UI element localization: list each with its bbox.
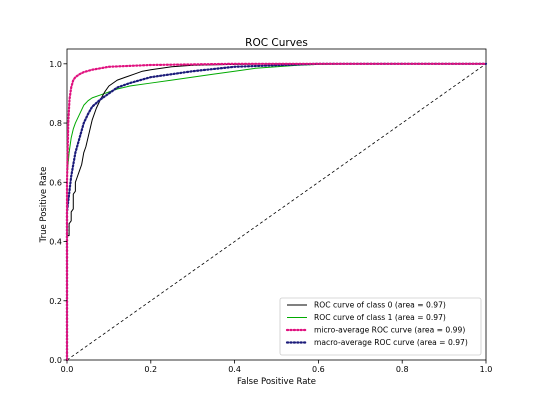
series-line-1 — [66, 63, 486, 360]
x-tick-label: 1.0 — [480, 365, 493, 374]
x-tick-label: 0.4 — [228, 365, 241, 374]
x-tick-label: 0.8 — [396, 365, 409, 374]
series-layer — [65, 62, 488, 362]
y-axis-label: True Positive Rate — [39, 167, 49, 244]
legend-entry-label: ROC curve of class 1 (area = 0.97) — [314, 313, 446, 322]
legend-entry-label: ROC curve of class 0 (area = 0.97) — [314, 301, 446, 310]
legend: ROC curve of class 0 (area = 0.97) ROC cu… — [279, 297, 482, 356]
x-tick-label: 0.6 — [312, 365, 325, 374]
y-tick-label: 0.4 — [49, 238, 62, 247]
x-axis-label: False Positive Rate — [237, 377, 316, 387]
series-line-0 — [66, 63, 486, 360]
series-line-2 — [65, 62, 488, 362]
y-tick-label: 0.6 — [49, 178, 62, 187]
y-tick-label: 0.8 — [49, 119, 62, 128]
legend-box — [279, 297, 482, 356]
y-tick-label: 1.0 — [49, 60, 62, 69]
y-tick-label: 0.0 — [49, 356, 62, 365]
chart-title: ROC Curves — [245, 37, 308, 49]
ticks-layer: 0.0 0.2 0.4 0.6 0.8 1.0 0.0 0.2 0.4 0.6 0.8 1.0 — [49, 60, 492, 374]
y-tick-label: 0.2 — [49, 297, 62, 306]
series-line-3 — [65, 62, 488, 362]
legend-entry-label: macro-average ROC curve (area = 0.97) — [314, 338, 468, 347]
x-tick-label: 0.2 — [144, 365, 157, 374]
x-tick-label: 0.0 — [61, 365, 74, 374]
legend-entry-label: micro-average ROC curve (area = 0.99) — [314, 326, 465, 335]
